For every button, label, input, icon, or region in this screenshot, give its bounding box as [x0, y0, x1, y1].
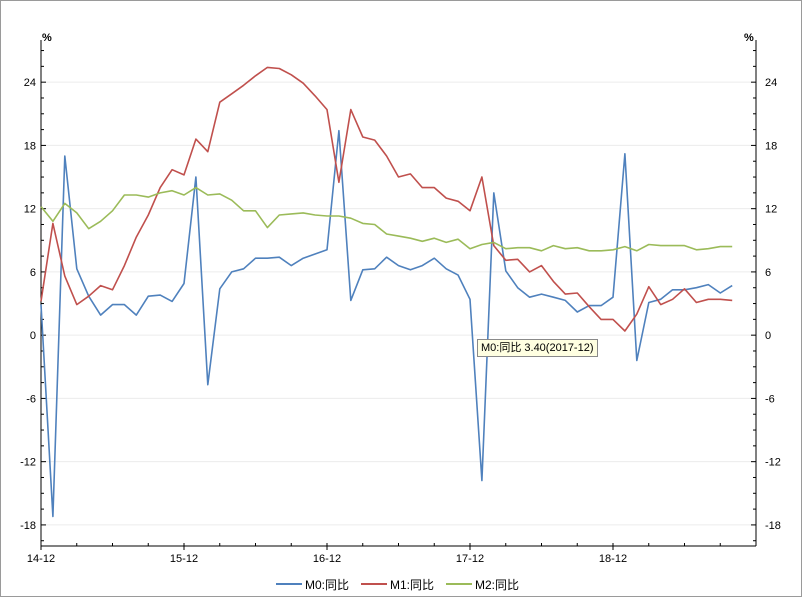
- right-tick-label: 24: [765, 77, 777, 89]
- legend-label-m2: M2:同比: [475, 578, 519, 592]
- right-unit-label: %: [744, 32, 754, 44]
- grid-lines: [41, 81, 756, 526]
- legend-item-m2[interactable]: M2:同比: [446, 578, 519, 592]
- left-tick-label: 0: [30, 330, 36, 342]
- x-tick-label: 14-12: [27, 553, 55, 565]
- x-tick-label: 17-12: [456, 553, 484, 565]
- left-tick-label: 12: [24, 204, 36, 216]
- left-tick-label: 6: [30, 267, 36, 279]
- axes: [40, 40, 757, 547]
- legend-label-m1: M1:同比: [390, 578, 434, 592]
- left-tick-label: 24: [24, 77, 36, 89]
- right-y-ticks: -18 -12 -6 0 6 12 18 24: [751, 50, 781, 542]
- right-tick-label: -6: [765, 393, 775, 405]
- data-tooltip: M0:同比 3.40(2017-12): [477, 339, 598, 357]
- legend-label-m0: M0:同比: [305, 578, 349, 592]
- series-lines: [40, 66, 733, 518]
- series-line-m0[interactable]: [40, 129, 733, 518]
- legend-item-m1[interactable]: M1:同比: [361, 578, 434, 592]
- left-y-ticks: -18 -12 -6 0 6 12 18 24: [20, 50, 46, 542]
- right-tick-label: -12: [765, 457, 781, 469]
- x-tick-label: 18-12: [599, 553, 627, 565]
- right-tick-label: 18: [765, 140, 777, 152]
- right-tick-label: 6: [765, 267, 771, 279]
- legend: M0:同比 M1:同比 M2:同比: [276, 578, 519, 592]
- left-unit-label: %: [42, 32, 52, 44]
- right-tick-label: 0: [765, 330, 771, 342]
- x-ticks: 14-12 15-12 16-12 17-12 18-12: [27, 543, 757, 565]
- left-tick-label: 18: [24, 140, 36, 152]
- left-tick-label: -12: [20, 457, 36, 469]
- right-tick-label: 12: [765, 204, 777, 216]
- series-line-m1[interactable]: [40, 66, 733, 332]
- x-tick-label: 16-12: [313, 553, 341, 565]
- x-tick-label: 15-12: [170, 553, 198, 565]
- left-tick-label: -6: [26, 393, 36, 405]
- left-tick-label: -18: [20, 520, 36, 532]
- legend-item-m0[interactable]: M0:同比: [276, 578, 349, 592]
- series-line-m2[interactable]: [40, 186, 733, 252]
- right-tick-label: -18: [765, 520, 781, 532]
